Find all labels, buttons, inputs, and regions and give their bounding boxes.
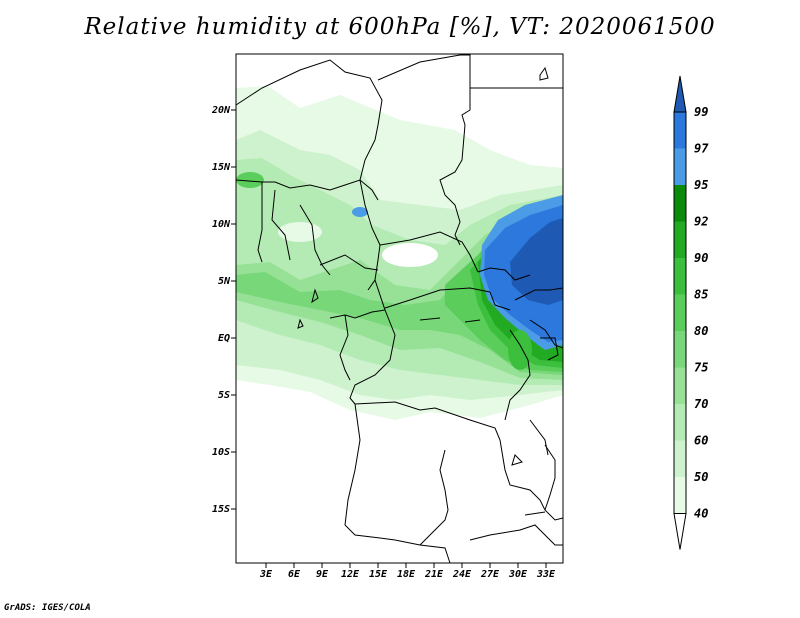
dry-area [278,222,322,242]
colorbar-label: 99 [694,105,708,119]
map-frame [235,53,564,564]
colorbar-label: 40 [694,507,708,521]
lon-tick-label: 3E [259,569,273,580]
country-borders [235,54,564,564]
colorbar: 40 50 60 70 75 80 85 90 92 95 97 99 [673,75,709,550]
dry-area [382,243,438,267]
colorbar-segment [674,440,686,477]
colorbar-segment [674,185,686,222]
dry-area [236,395,563,563]
rh-patch [508,330,532,370]
colorbar-segment [674,477,686,514]
credit-text: GrADS: IGES/COLA [4,603,91,613]
colorbar-segment [674,148,686,185]
lon-tick-label: 6E [288,569,301,580]
lat-tick-label: EQ [218,333,230,344]
chart-title: Relative humidity at 600hPa [%], VT: 202… [84,14,716,40]
lat-tick-label: 15N [212,162,231,173]
colorbar-label: 50 [694,470,708,484]
colorbar-segment [674,331,686,368]
lon-tick-label: 33E [536,569,556,580]
rh-patch [236,172,264,188]
colorbar-segment [674,294,686,331]
lat-tick-label: 10N [212,219,231,230]
colorbar-label: 75 [694,361,708,375]
rh-99-area [510,218,563,305]
colorbar-label: 70 [694,397,708,411]
lon-tick-label: 21E [424,569,444,580]
lon-tick-label: 12E [341,569,360,580]
rh-patch [352,207,368,217]
colorbar-label: 95 [694,178,708,192]
lat-tick-label: 5S [218,390,230,401]
colorbar-label: 60 [694,434,708,448]
lon-tick-label: 9E [316,569,329,580]
colorbar-segment [674,367,686,404]
longitude-axis: 3E 6E 9E 12E 15E 18E 21E 24E 27E 30E 33E [259,569,556,580]
colorbar-segment [674,258,686,295]
colorbar-label: 85 [694,288,708,302]
colorbar-label: 92 [694,215,708,229]
tick-marks [231,109,547,568]
lon-tick-label: 30E [508,569,528,580]
map-panel [235,53,564,564]
colorbar-label: 97 [694,142,709,156]
colorbar-upper-triangle [673,75,687,113]
colorbar-segment [674,404,686,441]
colorbar-lower-triangle [673,513,687,550]
lon-tick-label: 24E [452,569,472,580]
lat-tick-label: 15S [212,504,230,515]
lat-tick-label: 10S [212,447,230,458]
colorbar-segment [674,221,686,258]
lat-tick-label: 20N [211,105,231,116]
latitude-axis: 20N 15N 10N 5N EQ 5S 10S 15S [211,105,231,515]
lon-tick-label: 27E [480,569,500,580]
colorbar-label: 90 [694,251,708,265]
lat-tick-label: 5N [218,276,231,287]
lon-tick-label: 18E [397,569,416,580]
colorbar-label: 80 [694,324,708,338]
humidity-field [236,86,563,563]
colorbar-segment [674,112,686,149]
colorbar-outline [673,111,687,514]
lon-tick-label: 15E [369,569,388,580]
